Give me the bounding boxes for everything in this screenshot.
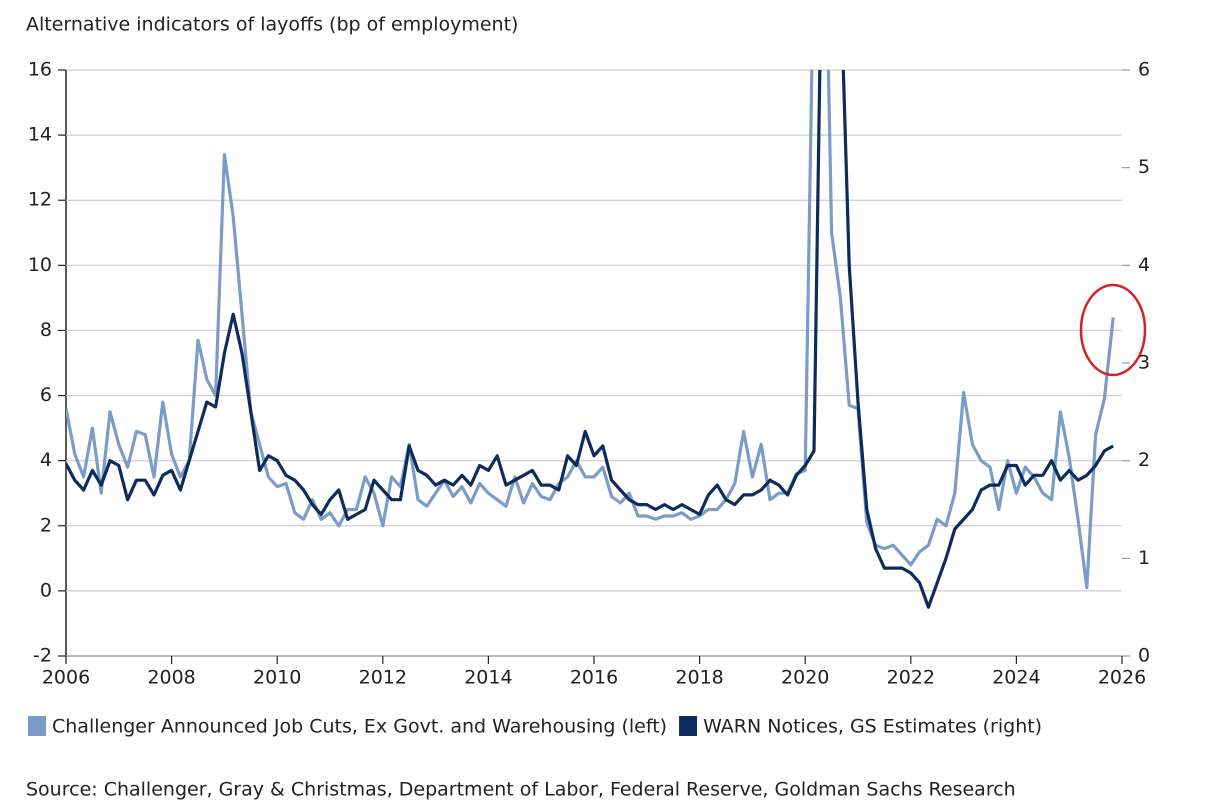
x-tick-label: 2010 [253,667,301,689]
y2-tick-label: 6 [1138,59,1150,81]
x-tick-label: 2020 [781,667,829,689]
y2-tick-label: 1 [1138,547,1150,569]
x-tick-label: 2016 [570,667,618,689]
y2-tick-label: 5 [1138,156,1150,178]
highlight-circle [1079,283,1147,377]
y-tick-label: 12 [28,189,52,211]
y-tick-label: 4 [40,449,52,471]
legend-swatch [679,716,698,736]
legend-label: WARN Notices, GS Estimates (right) [703,716,1042,738]
y-tick-label: 16 [28,59,52,81]
series-line [66,70,1114,609]
x-tick-label: 2012 [359,667,407,689]
y-tick-label: -2 [33,645,52,667]
x-tick-label: 2022 [887,667,935,689]
y2-tick-label: 0 [1138,645,1150,667]
y-tick-label: 14 [28,124,52,146]
y-tick-label: 0 [40,579,52,601]
y2-tick-label: 4 [1138,254,1150,276]
x-tick-label: 2014 [464,667,512,689]
x-tick-label: 2018 [675,667,723,689]
chart-title: Alternative indicators of layoffs (bp of… [26,14,518,36]
y-tick-label: 10 [28,254,52,276]
source-note: Source: Challenger, Gray & Christmas, De… [26,779,1016,801]
y2-tick-label: 2 [1138,449,1150,471]
x-tick-label: 2026 [1098,667,1146,689]
y-tick-label: 6 [40,384,52,406]
x-tick-label: 2006 [42,667,90,689]
x-tick-label: 2024 [992,667,1040,689]
x-tick-label: 2008 [147,667,195,689]
legend-swatch [28,716,46,736]
y-tick-label: 8 [40,319,52,341]
y2-tick-label: 3 [1138,352,1150,374]
legend-label: Challenger Announced Job Cuts, Ex Govt. … [52,716,667,738]
series-line [66,70,1115,590]
y-tick-label: 2 [40,514,52,536]
